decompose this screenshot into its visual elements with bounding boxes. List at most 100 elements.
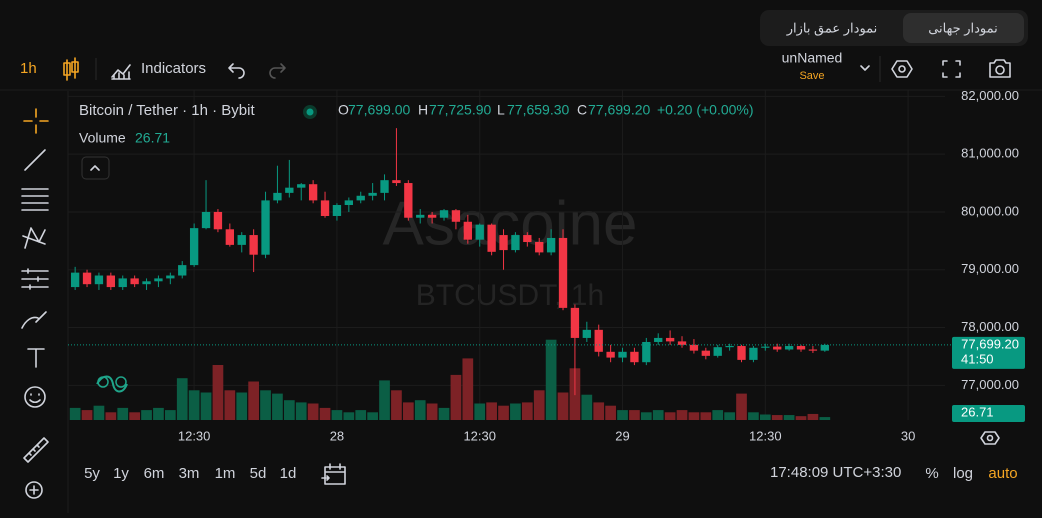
volume-bar [236, 392, 248, 420]
candle-body [725, 346, 734, 348]
watermark-symbol: BTCUSDT, 1h [416, 279, 604, 312]
volume-bar [771, 415, 783, 420]
candle-body [439, 210, 449, 218]
percent-toggle[interactable]: % [925, 465, 938, 482]
volume-bar [414, 400, 426, 420]
volume-bar [605, 405, 616, 420]
candle-body [570, 307, 580, 338]
candle-body [737, 346, 746, 360]
volume-bar [617, 410, 628, 420]
volume-bar [391, 390, 402, 420]
auto-toggle[interactable]: auto [988, 465, 1017, 482]
interval[interactable]: 1h [20, 60, 37, 77]
collapse-icon[interactable] [90, 165, 100, 171]
axis-settings[interactable] [980, 431, 1000, 445]
candle-body [511, 235, 520, 251]
pattern-tool[interactable] [22, 227, 46, 249]
x-tick-label: 12:30 [463, 428, 496, 443]
settings-icon[interactable] [891, 60, 913, 78]
candle-body [784, 346, 794, 350]
candle-body [344, 200, 353, 206]
range-button[interactable]: 5d [250, 465, 267, 482]
log-toggle[interactable]: log [953, 465, 973, 482]
volume-bar [260, 390, 271, 420]
ohlc-value: 77,699.20 [588, 102, 650, 118]
candle-body [463, 221, 472, 240]
dropdown[interactable] [860, 65, 870, 71]
volume-bar [581, 394, 593, 420]
fullscreen-icon[interactable] [942, 60, 961, 78]
change: +0.20 (+0.00%) [657, 102, 754, 118]
candle-body [308, 184, 318, 201]
indicators-icon[interactable] [111, 64, 131, 80]
volume-bar [295, 402, 307, 420]
y-tick-label: 81,000.00 [961, 146, 1019, 161]
y-tick-label: 77,000.00 [961, 377, 1019, 392]
volume-bar [164, 410, 176, 420]
candle-body [749, 347, 758, 360]
candle-body [368, 192, 377, 196]
range-button[interactable]: 6m [144, 465, 165, 482]
candle-body [761, 346, 770, 348]
candle-body [701, 350, 710, 356]
range-button[interactable]: 5y [84, 465, 100, 482]
range-button[interactable]: 1d [280, 465, 297, 482]
y-tick-label: 82,000.00 [961, 88, 1019, 103]
candle-body [808, 349, 818, 351]
range-button[interactable]: 1m [215, 465, 236, 482]
y-tick-label: 80,000.00 [961, 203, 1019, 218]
volume-bar [759, 414, 771, 420]
volume-bar [783, 415, 795, 420]
volume-bar [402, 402, 414, 420]
candle-body [297, 184, 306, 188]
candle-body [201, 211, 211, 229]
x-tick-label: 12:30 [749, 428, 782, 443]
layout-name[interactable]: unNamed [782, 50, 843, 66]
collapse-button[interactable] [81, 156, 110, 180]
brush-tool[interactable] [21, 311, 47, 329]
fib-tool[interactable] [21, 188, 49, 211]
ohlc-label: C [577, 102, 587, 118]
clock: 17:48:09 UTC+3:30 [770, 464, 901, 481]
candle-body [451, 210, 461, 222]
volume-bar [450, 374, 462, 420]
volume-bar [795, 416, 807, 420]
undo[interactable] [228, 63, 245, 79]
forecast-tool[interactable] [21, 268, 49, 290]
x-tick-label: 28 [330, 428, 344, 443]
candle-body [332, 205, 342, 216]
range-button[interactable]: 1y [113, 465, 129, 482]
volume-bar [474, 403, 486, 420]
ruler-tool[interactable] [23, 437, 49, 463]
line-tool[interactable] [24, 149, 46, 171]
text-tool[interactable] [27, 348, 45, 368]
tab-active[interactable] [903, 13, 1024, 43]
tab[interactable]: نمودار جهانی [928, 20, 998, 36]
status-dot [306, 108, 314, 116]
screenshot-icon[interactable] [989, 59, 1011, 78]
volume-bar [248, 381, 259, 420]
candle-body [237, 235, 246, 245]
tab[interactable]: نمودار عمق بازار [786, 20, 878, 36]
zoom-tool[interactable] [25, 481, 43, 499]
indicators-button[interactable]: Indicators [141, 60, 206, 77]
redo[interactable] [269, 63, 286, 79]
goto-date[interactable] [321, 463, 346, 485]
x-tick-label: 30 [901, 428, 915, 443]
volume-bar [307, 403, 319, 420]
candle-body [189, 228, 199, 266]
candle-body [475, 224, 484, 240]
candle-body [166, 275, 175, 279]
last-price-box [952, 336, 1025, 369]
candle-icon[interactable] [63, 57, 79, 81]
plot: Asacoine BTCUSDT, 1h 77,000.00 78,000.00 79,… [68, 88, 1025, 443]
range-button[interactable]: 3m [179, 465, 200, 482]
volume-bar [533, 390, 545, 420]
volume-value: 26.71 [135, 130, 170, 146]
save[interactable]: Save [799, 70, 824, 82]
candle-body [654, 337, 663, 342]
candle-body [225, 229, 234, 245]
crosshair-tool[interactable] [23, 108, 49, 134]
emoji-tool[interactable] [24, 386, 46, 408]
